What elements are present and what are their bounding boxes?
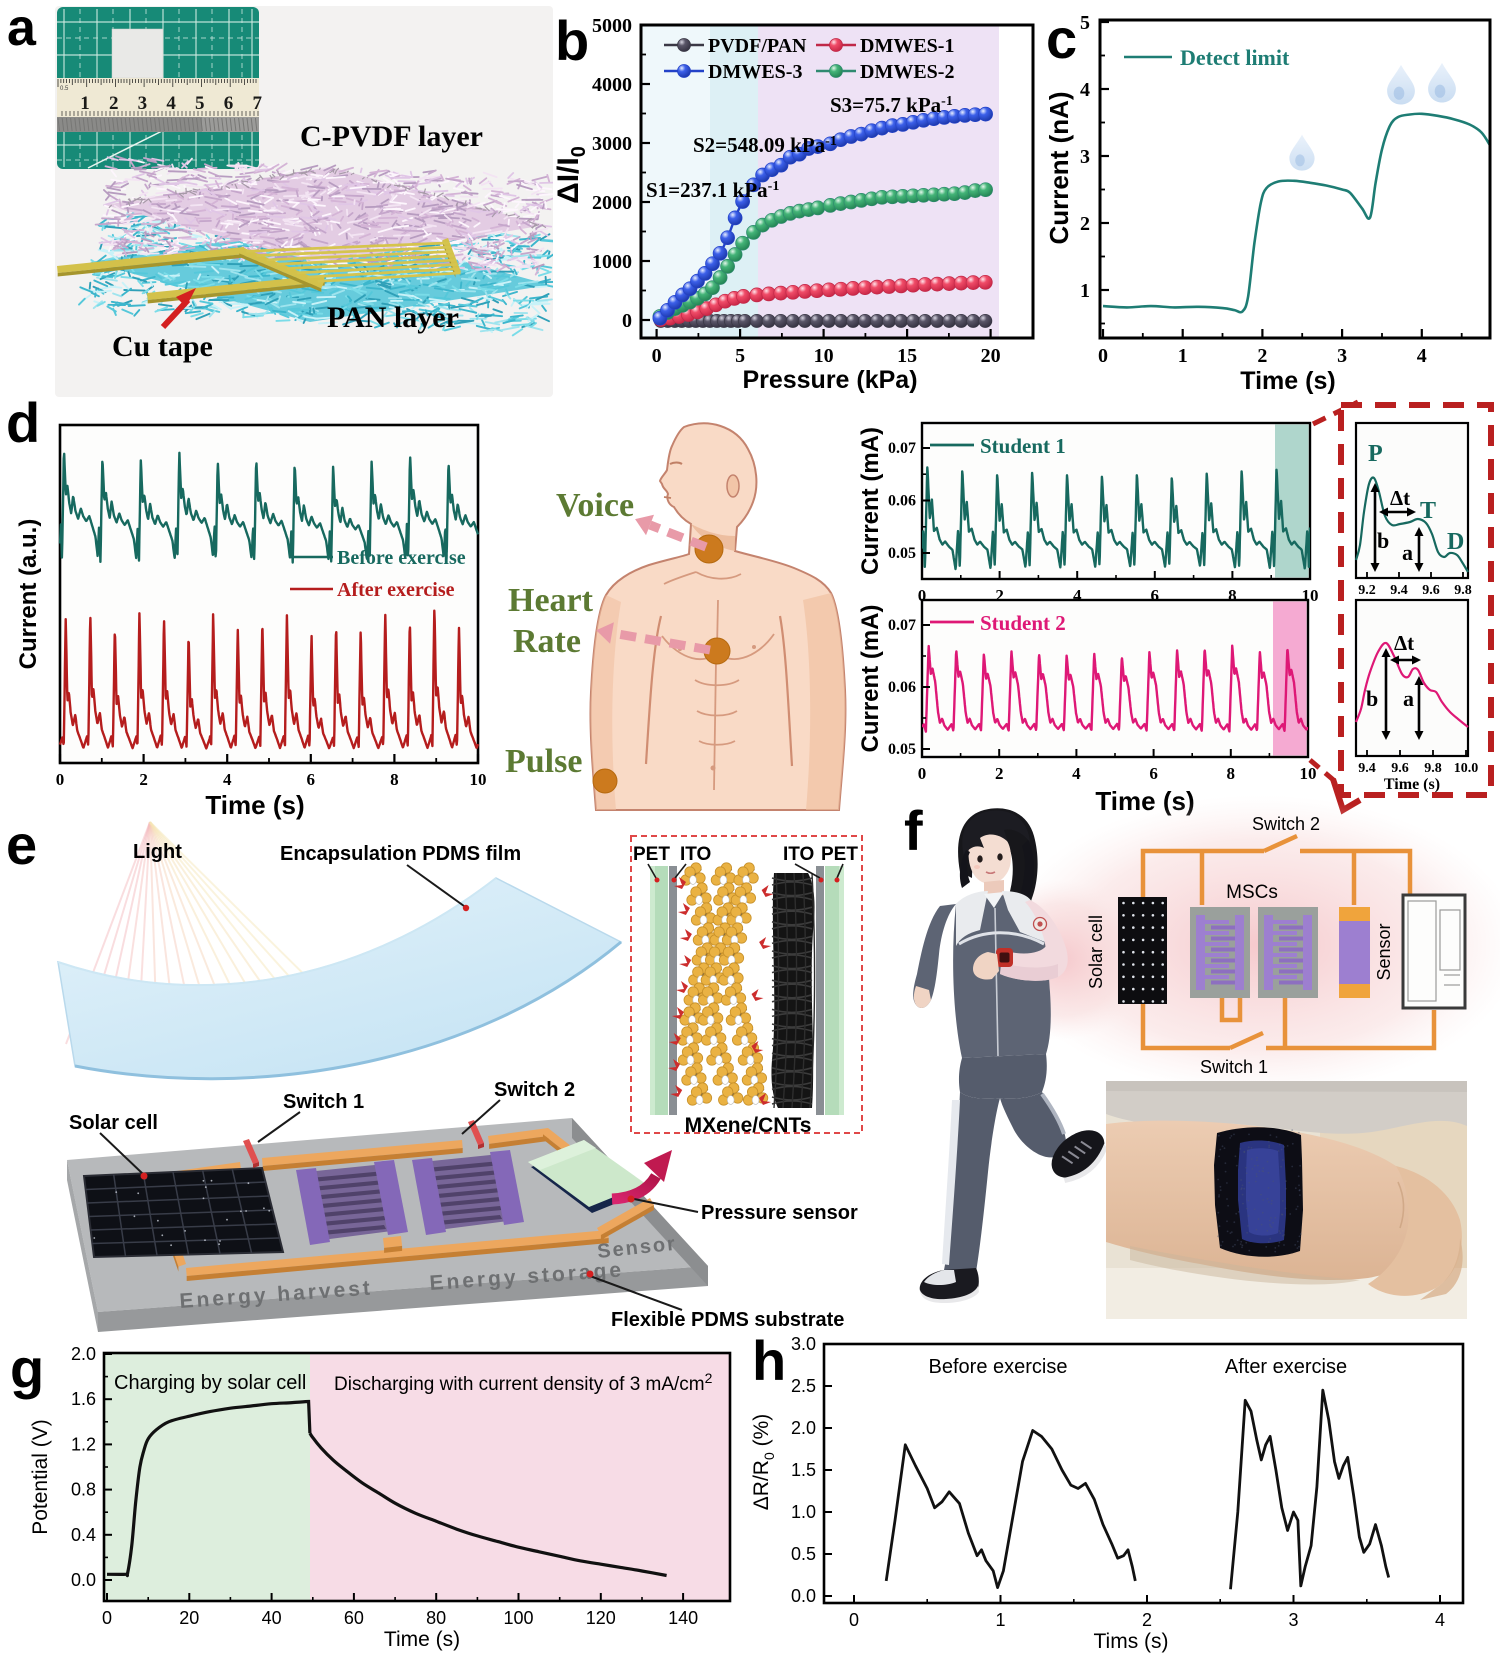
svg-text:3: 3	[1080, 146, 1090, 168]
svg-text:7: 7	[252, 93, 262, 114]
svg-text:0: 0	[849, 1610, 859, 1630]
svg-text:0.07: 0.07	[888, 440, 916, 457]
svg-text:2.5: 2.5	[791, 1376, 816, 1396]
svg-text:b: b	[555, 9, 589, 72]
svg-text:0: 0	[918, 586, 927, 605]
svg-text:PAN layer: PAN layer	[327, 301, 459, 334]
svg-text:S1=237.1 kPa-1: S1=237.1 kPa-1	[646, 178, 779, 202]
svg-text:C-PVDF layer: C-PVDF layer	[300, 120, 483, 153]
svg-text:6: 6	[1151, 586, 1160, 605]
svg-text:Current (nA): Current (nA)	[1044, 91, 1074, 244]
svg-text:Before exercise: Before exercise	[337, 547, 466, 569]
svg-text:After exercise: After exercise	[1225, 1356, 1347, 1378]
svg-text:S3=75.7 kPa-1: S3=75.7 kPa-1	[830, 93, 953, 117]
svg-text:1: 1	[80, 93, 90, 114]
svg-text:1.5: 1.5	[791, 1460, 816, 1480]
svg-text:Time (s): Time (s)	[1240, 367, 1335, 395]
svg-text:4: 4	[166, 93, 176, 114]
svg-text:d: d	[6, 391, 40, 454]
svg-text:DMWES-2: DMWES-2	[860, 61, 954, 83]
svg-text:a: a	[7, 0, 37, 57]
svg-text:c: c	[1046, 7, 1077, 70]
svg-text:4000: 4000	[592, 74, 632, 96]
svg-text:20: 20	[981, 345, 1001, 367]
svg-text:4: 4	[223, 770, 232, 789]
svg-text:2: 2	[139, 770, 148, 789]
svg-text:Detect limit: Detect limit	[1180, 45, 1290, 70]
svg-text:0: 0	[622, 310, 632, 332]
svg-text:PVDF/PAN: PVDF/PAN	[708, 35, 807, 57]
svg-text:15: 15	[897, 345, 917, 367]
svg-text:6: 6	[307, 770, 316, 789]
svg-text:4: 4	[1417, 345, 1427, 367]
svg-text:2000: 2000	[592, 192, 632, 214]
svg-text:ΔR/R0 (%): ΔR/R0 (%)	[750, 1414, 777, 1511]
svg-text:ΔI/I0: ΔI/I0	[552, 146, 590, 204]
svg-text:Pressure (kPa): Pressure (kPa)	[742, 366, 917, 394]
svg-text:1: 1	[995, 1610, 1005, 1630]
svg-text:2: 2	[109, 93, 119, 114]
svg-text:h: h	[752, 1329, 786, 1392]
svg-text:1: 1	[1178, 345, 1188, 367]
svg-text:3: 3	[138, 93, 148, 114]
svg-text:After exercise: After exercise	[337, 579, 455, 601]
svg-text:Heart: Heart	[508, 582, 594, 619]
svg-text:Rate: Rate	[513, 623, 581, 660]
svg-text:Pulse: Pulse	[505, 743, 582, 780]
svg-text:Current (mA): Current (mA)	[857, 427, 884, 575]
svg-text:Cu tape: Cu tape	[112, 330, 213, 363]
svg-text:3000: 3000	[592, 133, 632, 155]
svg-text:2: 2	[1257, 345, 1267, 367]
svg-text:0.5: 0.5	[60, 86, 69, 92]
svg-text:0: 0	[1098, 345, 1108, 367]
svg-text:4: 4	[1080, 79, 1090, 101]
svg-text:Current (a.u.): Current (a.u.)	[15, 519, 42, 670]
svg-text:S2=548.09 kPa-1: S2=548.09 kPa-1	[693, 133, 837, 157]
svg-text:6: 6	[224, 93, 234, 114]
svg-text:Voice: Voice	[556, 487, 634, 524]
svg-text:1.0: 1.0	[791, 1502, 816, 1522]
svg-text:Student 1: Student 1	[980, 434, 1066, 458]
svg-text:2: 2	[1142, 1610, 1152, 1630]
svg-text:8: 8	[1228, 586, 1237, 605]
svg-text:0.05: 0.05	[888, 545, 916, 562]
svg-text:8: 8	[390, 770, 399, 789]
svg-text:1000: 1000	[592, 251, 632, 273]
svg-text:Tims (s): Tims (s)	[1093, 1630, 1168, 1653]
svg-text:0: 0	[652, 345, 662, 367]
svg-text:4: 4	[1435, 1610, 1445, 1630]
svg-text:2: 2	[995, 586, 1004, 605]
svg-text:10: 10	[814, 345, 834, 367]
svg-text:DMWES-1: DMWES-1	[860, 35, 954, 57]
svg-text:2.0: 2.0	[791, 1418, 816, 1438]
svg-text:5: 5	[1080, 12, 1090, 34]
svg-text:Time (s): Time (s)	[205, 790, 304, 820]
svg-text:2: 2	[1080, 213, 1090, 235]
svg-text:3: 3	[1288, 1610, 1298, 1630]
svg-text:0.06: 0.06	[888, 493, 916, 510]
svg-text:Before exercise: Before exercise	[929, 1356, 1068, 1378]
svg-text:3.0: 3.0	[791, 1334, 816, 1354]
svg-text:4: 4	[1073, 586, 1082, 605]
svg-text:0.0: 0.0	[791, 1586, 816, 1606]
svg-text:10: 10	[470, 770, 487, 789]
svg-text:3: 3	[1337, 345, 1347, 367]
svg-text:5000: 5000	[592, 15, 632, 37]
svg-text:1: 1	[1080, 280, 1090, 302]
svg-text:0: 0	[56, 770, 65, 789]
svg-text:5: 5	[195, 93, 205, 114]
svg-text:DMWES-3: DMWES-3	[708, 61, 802, 83]
svg-text:0.5: 0.5	[791, 1544, 816, 1564]
svg-text:5: 5	[735, 345, 745, 367]
